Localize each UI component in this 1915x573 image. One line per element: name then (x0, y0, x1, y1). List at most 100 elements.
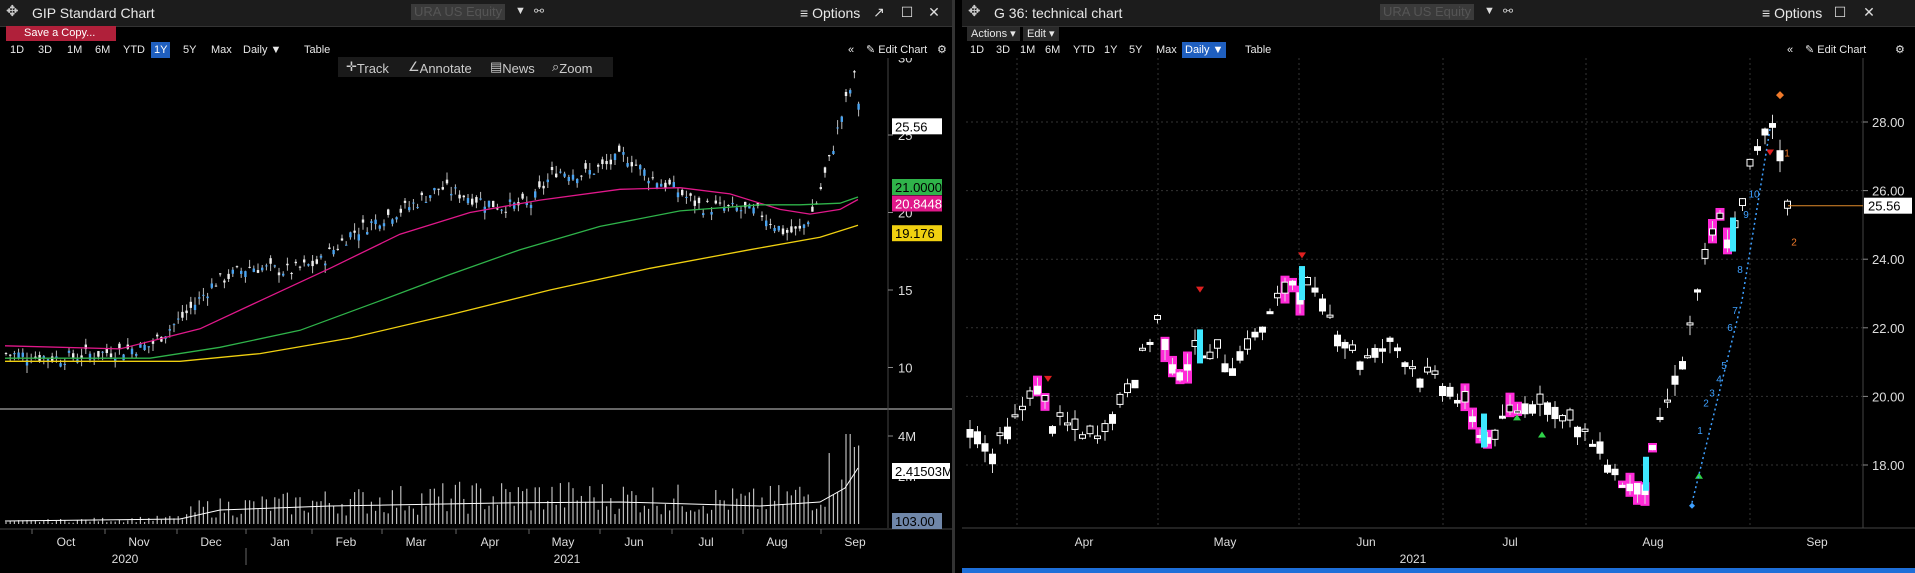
ticker-dropdown-icon[interactable]: ▼ (515, 5, 526, 17)
price-bar-body (235, 266, 239, 268)
price-bar-body (853, 71, 856, 73)
collapse-icon[interactable]: « (848, 44, 855, 56)
volume-ma-tag-bg (892, 513, 942, 529)
period-3d[interactable]: 3D (996, 44, 1011, 56)
price-bar-body (324, 263, 327, 266)
frequency-dropdown[interactable]: Daily ▼ (243, 44, 282, 56)
edit-menu[interactable]: Edit ▾ (1023, 27, 1059, 41)
table-button[interactable]: Table (1245, 44, 1272, 56)
left-options-button[interactable]: ≡ Options (800, 5, 861, 21)
period-max[interactable]: Max (211, 44, 232, 56)
close-icon[interactable]: ✕ (928, 4, 940, 20)
price-bar-body (231, 269, 234, 274)
price-bar-body (172, 324, 176, 326)
price-bar-body (681, 189, 684, 196)
candle-body (1424, 366, 1431, 373)
ma-magenta-tag-bg (892, 195, 942, 212)
price-bar-body (840, 116, 843, 122)
period-1m[interactable]: 1M (67, 44, 83, 56)
candle-body (1236, 351, 1244, 361)
period-1d[interactable]: 1D (10, 44, 25, 56)
period-6m[interactable]: 6M (95, 44, 111, 56)
candle-body (1004, 426, 1011, 440)
candle-body (1596, 441, 1604, 454)
period-6m[interactable]: 6M (1045, 44, 1061, 56)
maximize-icon[interactable]: ☐ (900, 4, 914, 20)
price-bar-body (622, 152, 625, 155)
candle-body (1416, 378, 1424, 388)
candle-body (1139, 347, 1146, 351)
candle-body (1364, 355, 1371, 359)
price-axis-label: 30 (898, 58, 912, 66)
candle-body (1319, 298, 1326, 312)
frequency-dropdown[interactable]: Daily ▼ (1182, 42, 1227, 58)
price-bar-body (441, 187, 444, 190)
track-tool[interactable]: ✛ Track (346, 59, 389, 76)
candle-body (1634, 483, 1641, 495)
period-1d[interactable]: 1D (970, 44, 985, 56)
price-bar-body (353, 230, 356, 233)
period-1m[interactable]: 1M (1020, 44, 1036, 56)
candle-body (1499, 415, 1506, 419)
table-button[interactable]: Table (304, 44, 331, 56)
price-bar-body (496, 208, 499, 210)
price-bar-body (72, 353, 75, 358)
right-options-button[interactable]: ≡ Options (1762, 5, 1823, 21)
news-tool[interactable]: ▤ News (490, 59, 535, 76)
candle-body (1784, 200, 1791, 209)
price-bar-body (319, 255, 323, 258)
period-1y[interactable]: 1Y (1104, 44, 1118, 56)
period-3d[interactable]: 3D (38, 44, 53, 56)
price-bar-body (739, 210, 743, 212)
td-count-label: 7 (1732, 306, 1738, 317)
price-bar-body (546, 179, 549, 183)
link-icon[interactable]: ⚯ (1503, 4, 1514, 18)
td-count-label: 5 (1721, 361, 1727, 372)
edit-chart-button[interactable]: ✎ Edit Chart (1805, 44, 1867, 56)
period-5y[interactable]: 5Y (183, 44, 197, 56)
month-label: Mar (406, 535, 427, 549)
candle-body (1701, 248, 1709, 259)
price-bar-body (538, 181, 541, 188)
period-ytd[interactable]: YTD (1073, 44, 1095, 56)
candle-body (1776, 150, 1784, 162)
candle-body (1341, 341, 1349, 349)
price-bar-body (412, 202, 415, 204)
ticker-dropdown-icon[interactable]: ▼ (1484, 5, 1495, 17)
move-icon[interactable]: ✥ (968, 3, 981, 20)
close-icon[interactable]: ✕ (1863, 4, 1875, 20)
volume-last-tag-bg (892, 463, 950, 479)
left-ticker-input[interactable]: URA US Equity (411, 4, 506, 20)
period-1y[interactable]: 1Y (151, 42, 171, 58)
candle-body (1536, 393, 1544, 405)
settings-gear-icon[interactable]: ⚙ (1895, 44, 1905, 56)
right-ticker-input[interactable]: URA US Equity (1380, 4, 1475, 20)
td-countdown-candle (1299, 266, 1305, 301)
price-bar-body (857, 103, 860, 110)
candle-body (1566, 409, 1574, 421)
price-bar-body (555, 173, 558, 178)
settings-gear-icon[interactable]: ⚙ (937, 44, 947, 56)
candle-body (1019, 405, 1026, 411)
price-bar-body (479, 198, 482, 200)
left-price-chart[interactable]: Oct Nov Dec Jan Feb Mar Apr May Jun Jul Aug Sep 2020… (0, 58, 952, 573)
period-max[interactable]: Max (1156, 44, 1177, 56)
minimize-icon[interactable]: ☐ (1833, 4, 1847, 20)
collapse-icon[interactable]: « (1787, 44, 1794, 56)
save-copy-button[interactable]: Save a Copy... (6, 26, 116, 41)
period-5y[interactable]: 5Y (1129, 44, 1143, 56)
price-bar-body (181, 311, 184, 318)
popout-icon[interactable]: ↗ (873, 4, 885, 20)
edit-chart-button[interactable]: ✎ Edit Chart (866, 44, 928, 56)
annotate-tool[interactable]: ∠ Annotate (408, 59, 472, 76)
candle-body (981, 443, 989, 452)
price-bar-body (374, 219, 377, 225)
zoom-tool[interactable]: ⌕ Zoom (552, 59, 593, 76)
move-icon[interactable]: ✥ (6, 3, 19, 20)
link-icon[interactable]: ⚯ (534, 4, 545, 18)
period-ytd[interactable]: YTD (123, 44, 145, 56)
price-bar-body (160, 336, 163, 342)
candle-body (996, 432, 1004, 437)
actions-menu[interactable]: Actions ▾ (967, 27, 1020, 41)
